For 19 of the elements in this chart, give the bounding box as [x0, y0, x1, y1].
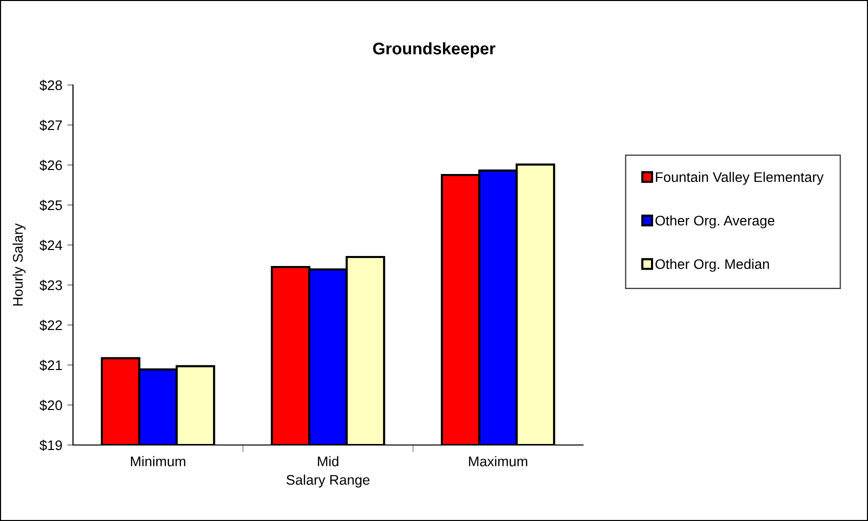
y-tick-label: $28 [40, 80, 62, 91]
y-tick-label: $23 [40, 280, 62, 291]
x-tick-label: Mid [318, 456, 338, 466]
legend-label: Fountain Valley Elementary [656, 172, 824, 185]
x-axis-title: Salary Range [286, 474, 370, 488]
y-tick-label: $21 [40, 360, 62, 371]
chart-title: Groundskeeper [373, 42, 496, 58]
y-tick-label: $27 [40, 120, 62, 131]
y-tick-label: $22 [40, 320, 62, 331]
y-tick-label: $25 [40, 200, 62, 211]
x-tick-label: Maximum [469, 456, 528, 466]
x-tick-label: Minimum [130, 456, 186, 466]
y-tick-label: $20 [40, 400, 62, 411]
legend-label: Other Org. Median [655, 258, 769, 272]
y-tick-label: $19 [40, 440, 62, 451]
y-tick-label: $24 [40, 240, 62, 251]
y-tick-label: $26 [40, 160, 62, 171]
y-axis-title: Hourly Salary [12, 223, 26, 306]
legend-label: Other Org. Average [655, 215, 774, 228]
